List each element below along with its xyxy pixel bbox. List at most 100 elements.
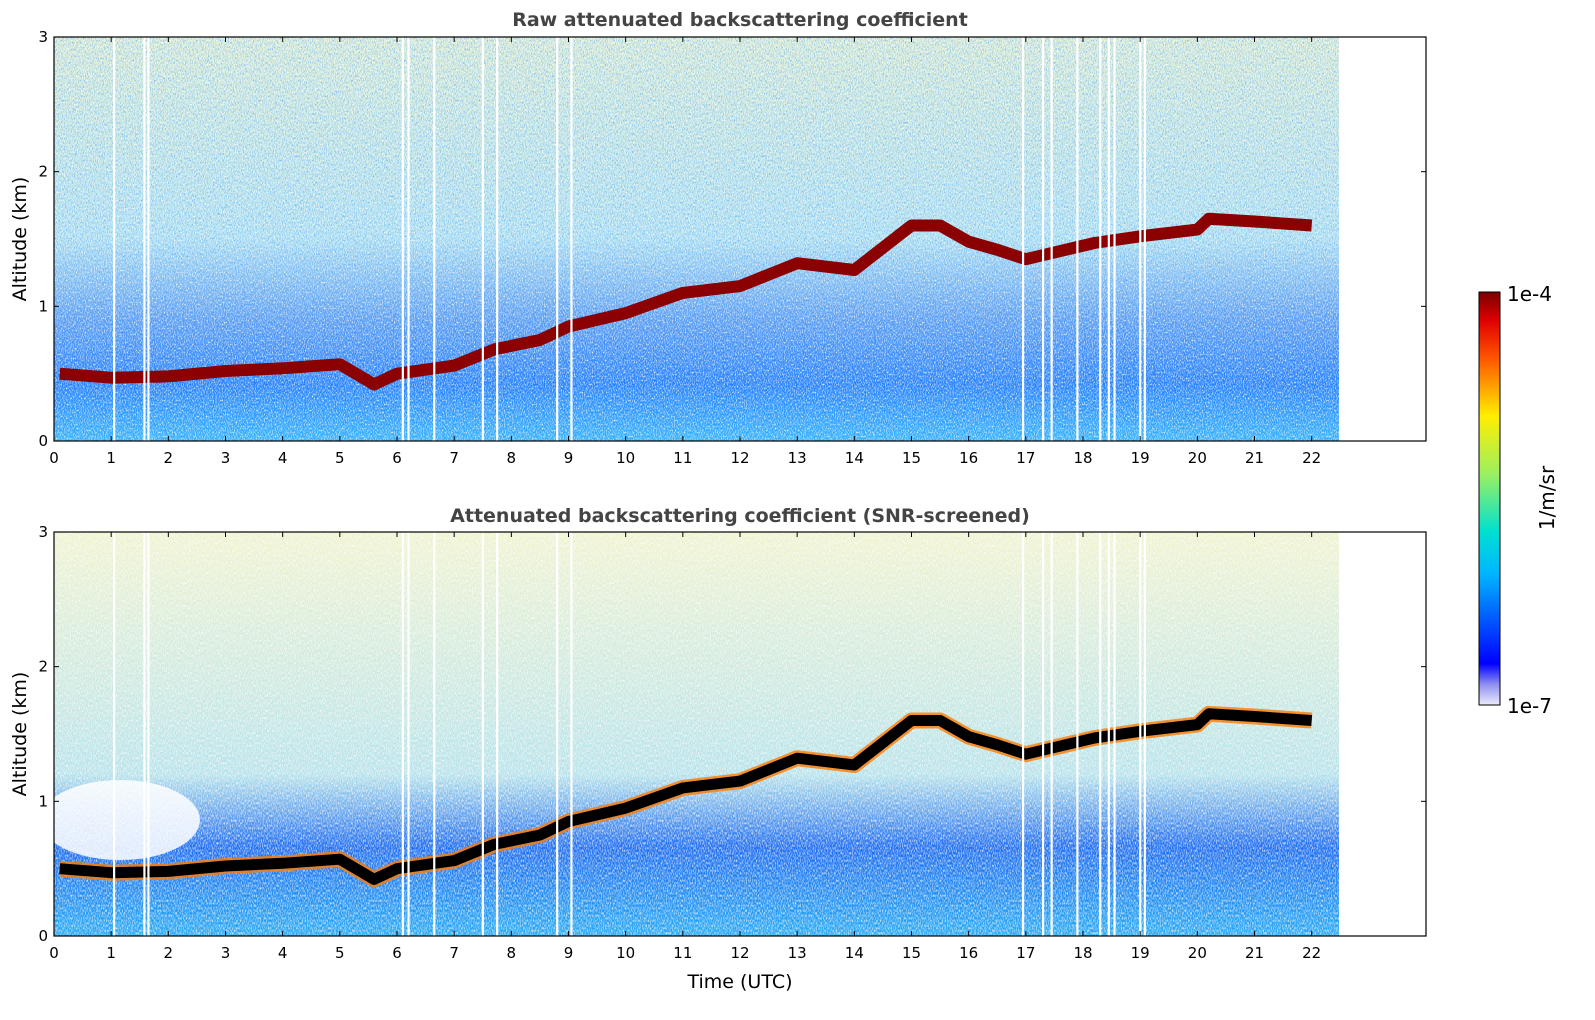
y-tick-label: 3 — [38, 28, 48, 46]
data-gap — [1041, 37, 1045, 441]
data-gap — [556, 37, 559, 441]
data-gap — [496, 37, 499, 441]
y-tick-label: 2 — [38, 658, 48, 676]
y-tick-label: 0 — [38, 927, 48, 945]
y-tick-label: 2 — [38, 163, 48, 181]
data-gap — [113, 37, 116, 441]
colorbar-max-label: 1e-4 — [1507, 282, 1552, 306]
data-gap — [570, 37, 573, 441]
data-gap — [496, 532, 499, 936]
x-tick-label: 11 — [673, 449, 692, 467]
x-tick-label: 7 — [449, 449, 459, 467]
data-gap — [433, 532, 436, 936]
data-gap — [1139, 37, 1142, 441]
data-gap — [1113, 532, 1116, 936]
bottom-data-gaps — [113, 532, 1146, 936]
data-gap — [147, 37, 150, 441]
colorbar-min-label: 1e-7 — [1507, 694, 1552, 718]
x-tick-label: 1 — [106, 449, 116, 467]
x-tick-label: 3 — [221, 944, 231, 962]
bottom-heatmap — [54, 532, 1339, 936]
bottom-cloud-layer — [59, 708, 1313, 885]
x-tick-label: 10 — [616, 449, 635, 467]
x-tick-label: 4 — [278, 944, 288, 962]
data-gap — [407, 37, 410, 441]
data-gap — [1041, 532, 1045, 936]
data-gap — [1139, 532, 1142, 936]
x-tick-label: 22 — [1302, 944, 1321, 962]
x-tick-label: 13 — [788, 449, 807, 467]
data-gap — [143, 37, 146, 441]
x-tick-label: 17 — [1016, 944, 1035, 962]
top-y-axis-label: Altitude (km) — [9, 177, 31, 302]
colorbar-unit-label: 1/m/sr — [1535, 465, 1559, 530]
x-axis-label: Time (UTC) — [686, 971, 792, 993]
data-gap — [1143, 532, 1146, 936]
y-tick-label: 1 — [38, 297, 48, 315]
x-tick-label: 21 — [1245, 944, 1264, 962]
data-gap — [401, 37, 404, 441]
x-tick-label: 9 — [564, 944, 574, 962]
x-tick-label: 4 — [278, 449, 288, 467]
x-tick-label: 16 — [959, 944, 978, 962]
x-tick-label: 11 — [673, 944, 692, 962]
x-tick-label: 2 — [164, 449, 174, 467]
x-tick-label: 6 — [392, 449, 402, 467]
bottom-y-axis-label: Altitude (km) — [9, 672, 31, 797]
data-gap — [556, 532, 559, 936]
data-gap — [143, 532, 146, 936]
x-tick-label: 0 — [49, 944, 59, 962]
x-tick-label: 13 — [788, 944, 807, 962]
x-tick-label: 18 — [1073, 449, 1092, 467]
top-heatmap — [54, 37, 1339, 441]
data-gap — [1143, 37, 1146, 441]
y-tick-label: 1 — [38, 792, 48, 810]
data-gap — [1107, 37, 1110, 441]
x-tick-label: 20 — [1188, 944, 1207, 962]
x-tick-label: 21 — [1245, 449, 1264, 467]
x-tick-label: 20 — [1188, 449, 1207, 467]
top-panel-title: Raw attenuated backscattering coefficien… — [512, 9, 968, 31]
x-tick-label: 22 — [1302, 449, 1321, 467]
x-tick-label: 7 — [449, 944, 459, 962]
data-gap — [481, 37, 484, 441]
colorbar: 1e-4 1e-7 1/m/sr — [1478, 282, 1559, 718]
x-tick-label: 3 — [221, 449, 231, 467]
x-tick-label: 12 — [730, 449, 749, 467]
data-gap — [1099, 37, 1102, 441]
data-gap — [481, 532, 484, 936]
data-gap — [1050, 532, 1053, 936]
data-gap — [1021, 532, 1025, 936]
x-tick-label: 12 — [730, 944, 749, 962]
x-tick-label: 9 — [564, 449, 574, 467]
x-tick-label: 15 — [902, 944, 921, 962]
data-gap — [113, 532, 116, 936]
bottom-panel-title: Attenuated backscattering coefficient (S… — [450, 505, 1030, 527]
x-tick-label: 8 — [507, 449, 517, 467]
data-gap — [1050, 37, 1053, 441]
data-gap — [1107, 532, 1110, 936]
x-tick-label: 18 — [1073, 944, 1092, 962]
x-tick-label: 14 — [845, 944, 864, 962]
x-tick-label: 16 — [959, 449, 978, 467]
x-tick-label: 10 — [616, 944, 635, 962]
x-tick-label: 19 — [1131, 449, 1150, 467]
x-tick-label: 8 — [507, 944, 517, 962]
top-data-gaps — [113, 37, 1146, 441]
data-gap — [401, 532, 404, 936]
x-tick-label: 15 — [902, 449, 921, 467]
x-tick-label: 5 — [335, 449, 345, 467]
data-gap — [147, 532, 150, 936]
x-tick-label: 19 — [1131, 944, 1150, 962]
x-tick-label: 1 — [106, 944, 116, 962]
x-tick-label: 14 — [845, 449, 864, 467]
x-tick-label: 5 — [335, 944, 345, 962]
data-gap — [1076, 532, 1079, 936]
data-gap — [433, 37, 436, 441]
colorbar-gradient — [1478, 291, 1501, 706]
data-gap — [1021, 37, 1025, 441]
data-gap — [570, 532, 573, 936]
data-gap — [407, 532, 410, 936]
